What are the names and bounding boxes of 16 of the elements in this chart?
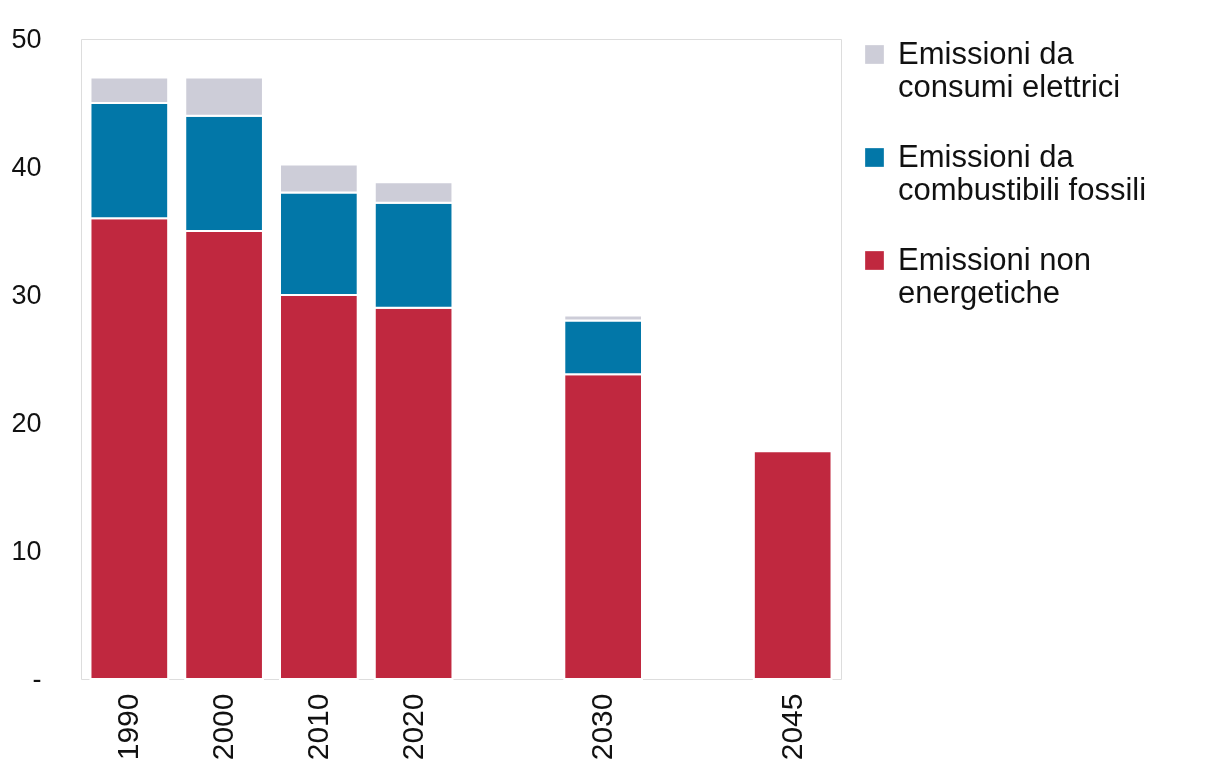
x-tick-label: 2045 [774, 693, 808, 761]
y-tick-label: 20 [11, 407, 42, 438]
y-tick-label: 30 [11, 279, 42, 310]
y-tick-label: 10 [11, 535, 42, 566]
x-tick-label: 2000 [206, 693, 240, 761]
x-tick-label: 2010 [300, 693, 334, 761]
x-tick-label: 2020 [395, 693, 429, 761]
bar [752, 450, 833, 680]
legend-label: Emissioni da combustibili fossili [898, 138, 1147, 207]
x-tick-label: 2030 [585, 693, 619, 761]
y-tick-label: 50 [11, 23, 42, 54]
y-tick-label: - [32, 663, 42, 694]
legend-label: Emissioni da consumi elettrici [898, 35, 1121, 104]
legend-label: Emissioni non energetiche [898, 241, 1091, 310]
y-tick-label: 40 [11, 151, 42, 182]
x-tick-label: 1990 [111, 693, 145, 761]
